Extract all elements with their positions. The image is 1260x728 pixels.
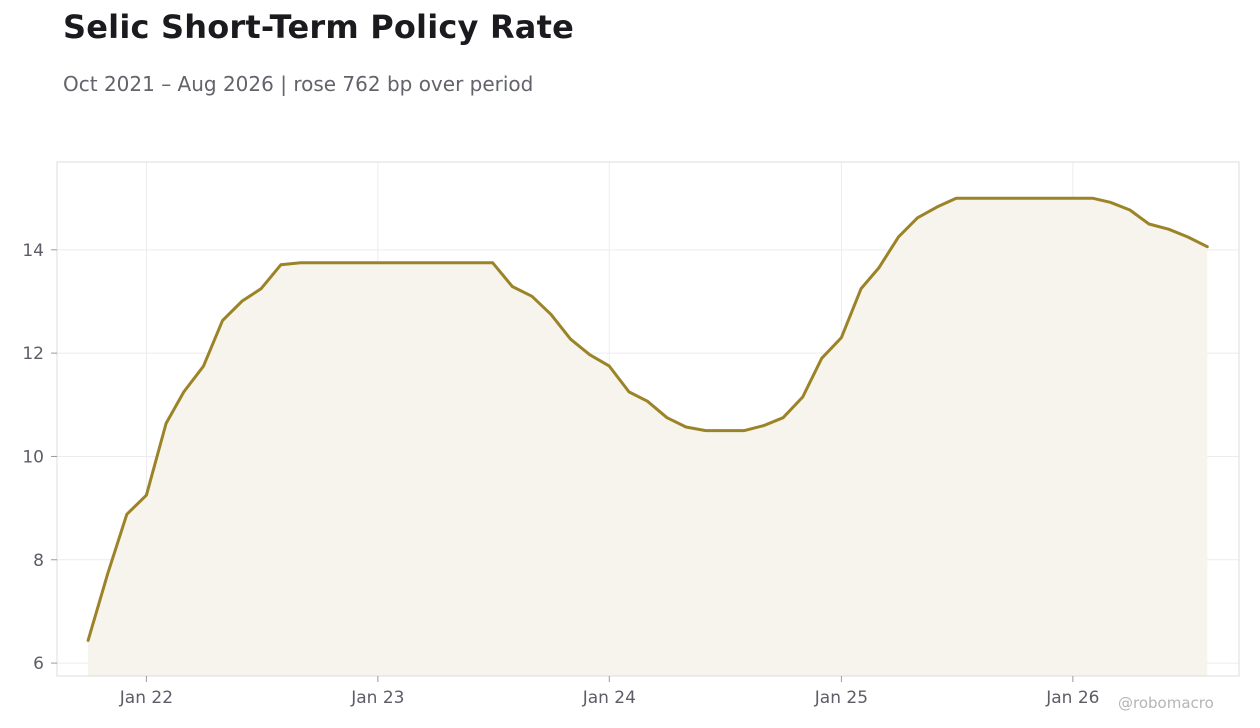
chart-subtitle: Oct 2021 – Aug 2026 | rose 762 bp over p…: [63, 72, 534, 96]
y-tick-label: 10: [22, 447, 44, 467]
y-tick-label: 14: [22, 241, 44, 261]
series-area-fill: [88, 198, 1208, 676]
y-tick-label: 12: [22, 344, 44, 364]
x-tick-label: Jan 24: [582, 688, 636, 708]
x-tick-label: Jan 22: [119, 688, 173, 708]
x-tick-label: Jan 23: [350, 688, 404, 708]
series-line: [86, 196, 1209, 642]
y-tick-label: 6: [33, 654, 44, 674]
x-tick-label: Jan 25: [814, 688, 868, 708]
chart-title: Selic Short-Term Policy Rate: [63, 8, 574, 46]
axis-ticks: 6 8 10 12 14 Jan 22 Jan 23 Jan 24 Jan 25 Jan 26: [22, 241, 1099, 708]
plot-frame: [56, 161, 1240, 677]
watermark: @robomacro: [1118, 694, 1214, 712]
x-tick-label: Jan 26: [1045, 688, 1099, 708]
y-tick-label: 8: [33, 551, 44, 571]
